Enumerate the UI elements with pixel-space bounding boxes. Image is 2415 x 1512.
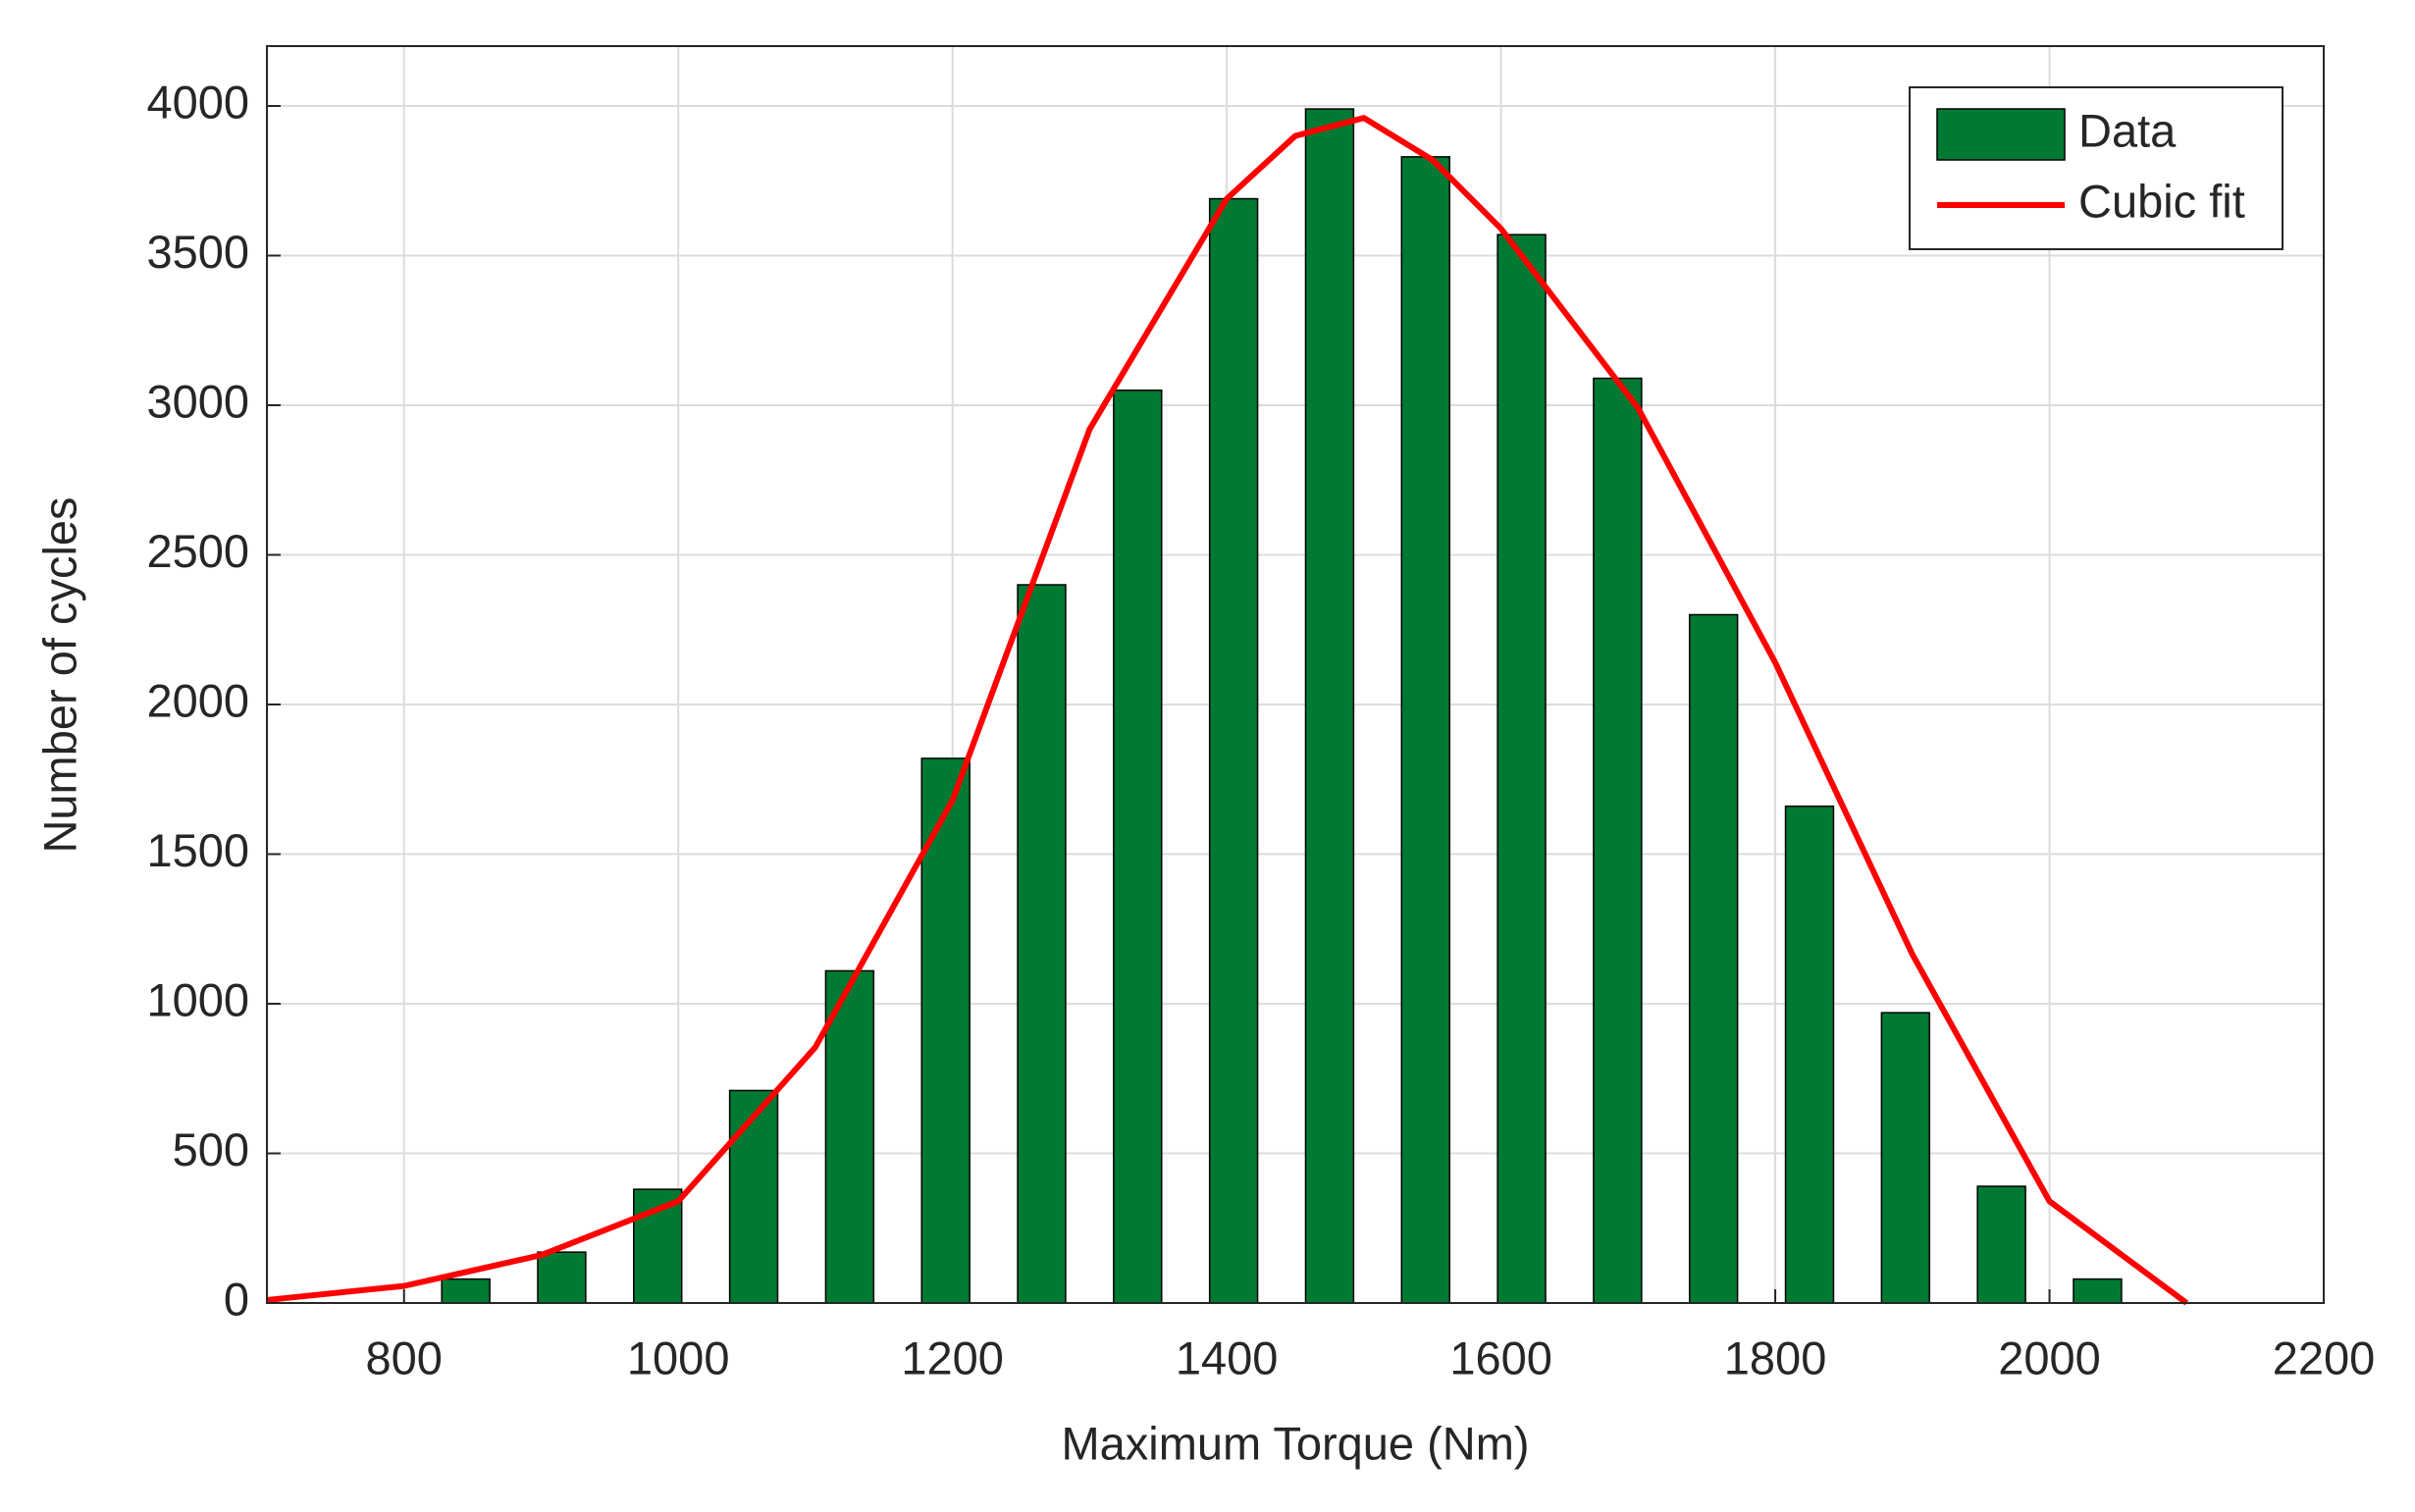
y-tick-label: 2500 [146,525,249,577]
y-tick-label: 2000 [146,674,249,726]
bar [1880,1012,1931,1304]
x-tick-label: 2200 [2273,1331,2376,1383]
y-tick-label: 1500 [146,824,249,876]
plot-frame [266,45,2325,1304]
y-tick-label: 3000 [146,375,249,427]
bar [1304,108,1355,1304]
bar [728,1089,779,1304]
x-tick-label: 1800 [1724,1331,1827,1383]
bar [1113,390,1163,1304]
bar [537,1251,587,1304]
x-tick-label: 1600 [1449,1331,1552,1383]
bar [441,1277,491,1304]
y-tick-label: 3500 [146,226,249,278]
bar [920,757,971,1304]
y-axis-label: Number of cycles [33,496,85,853]
bar [824,969,875,1304]
bar [1976,1185,2026,1304]
fit-line [266,115,2189,1306]
bar [1400,156,1450,1304]
x-axis-label: Maximum Torque (Nm) [1061,1417,1529,1469]
y-tick-label: 1000 [146,973,249,1025]
x-tick-label: 2000 [1998,1331,2101,1383]
y-tick-label: 500 [173,1123,249,1175]
y-tick-label: 4000 [146,76,249,128]
x-tick-label: 1400 [1176,1331,1279,1383]
bar [1208,197,1259,1304]
bar [1688,613,1739,1304]
legend-swatch [1936,108,2066,161]
legend-label: Cubic fit [2078,175,2245,227]
y-tick-label: 0 [224,1273,249,1325]
bar [1784,805,1835,1304]
bar [2073,1277,2123,1304]
x-tick-label: 800 [366,1331,443,1383]
bar [1017,584,1067,1304]
legend-label: Data [2078,104,2177,156]
bar [1496,234,1547,1304]
bar [1593,377,1643,1304]
x-tick-label: 1200 [901,1331,1004,1383]
x-tick-label: 1000 [627,1331,730,1383]
